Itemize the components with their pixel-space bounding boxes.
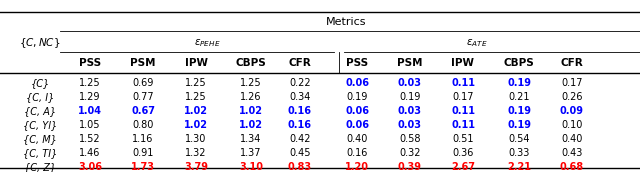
Text: 1.16: 1.16 — [132, 134, 154, 144]
Text: 0.68: 0.68 — [560, 162, 584, 172]
Text: 0.77: 0.77 — [132, 92, 154, 102]
Text: 0.19: 0.19 — [399, 92, 420, 102]
Text: 0.11: 0.11 — [451, 120, 475, 130]
Text: 0.16: 0.16 — [346, 148, 368, 158]
Text: 1.30: 1.30 — [186, 134, 207, 144]
Text: 1.20: 1.20 — [345, 162, 369, 172]
Text: 0.11: 0.11 — [451, 78, 475, 88]
Text: $\epsilon_{ATE}$: $\epsilon_{ATE}$ — [466, 37, 488, 49]
Text: 0.03: 0.03 — [398, 78, 422, 88]
Text: 2.21: 2.21 — [507, 162, 531, 172]
Text: 0.03: 0.03 — [398, 120, 422, 130]
Text: 1.34: 1.34 — [240, 134, 262, 144]
Text: 1.37: 1.37 — [240, 148, 262, 158]
Text: 0.17: 0.17 — [561, 78, 583, 88]
Text: 1.29: 1.29 — [79, 92, 100, 102]
Text: 1.73: 1.73 — [131, 162, 155, 172]
Text: 0.54: 0.54 — [508, 134, 530, 144]
Text: 0.22: 0.22 — [289, 78, 311, 88]
Text: {C, M}: {C, M} — [23, 134, 57, 144]
Text: 0.58: 0.58 — [399, 134, 420, 144]
Text: 0.83: 0.83 — [288, 162, 312, 172]
Text: 0.34: 0.34 — [289, 92, 310, 102]
Text: 0.51: 0.51 — [452, 134, 474, 144]
Text: 0.26: 0.26 — [561, 92, 583, 102]
Text: 1.02: 1.02 — [184, 106, 208, 116]
Text: 0.06: 0.06 — [345, 106, 369, 116]
Text: {C, TI}: {C, TI} — [23, 148, 57, 158]
Text: 3.06: 3.06 — [78, 162, 102, 172]
Text: 0.19: 0.19 — [507, 120, 531, 130]
Text: 0.19: 0.19 — [507, 78, 531, 88]
Text: Metrics: Metrics — [326, 17, 366, 27]
Text: {C, A}: {C, A} — [24, 106, 56, 116]
Text: 0.32: 0.32 — [399, 148, 420, 158]
Text: 0.80: 0.80 — [132, 120, 154, 130]
Text: 0.40: 0.40 — [561, 134, 582, 144]
Text: 0.33: 0.33 — [508, 148, 530, 158]
Text: 0.16: 0.16 — [288, 120, 312, 130]
Text: 1.02: 1.02 — [184, 120, 208, 130]
Text: 3.10: 3.10 — [239, 162, 263, 172]
Text: PSS: PSS — [346, 58, 368, 68]
Text: 1.25: 1.25 — [185, 78, 207, 88]
Text: 0.10: 0.10 — [561, 120, 582, 130]
Text: 1.26: 1.26 — [240, 92, 262, 102]
Text: 0.21: 0.21 — [508, 92, 530, 102]
Text: $\epsilon_{PEHE}$: $\epsilon_{PEHE}$ — [194, 37, 221, 49]
Text: {C, I}: {C, I} — [26, 92, 54, 102]
Text: CFR: CFR — [561, 58, 584, 68]
Text: 1.46: 1.46 — [79, 148, 100, 158]
Text: 3.79: 3.79 — [184, 162, 208, 172]
Text: 0.69: 0.69 — [132, 78, 154, 88]
Text: 0.19: 0.19 — [346, 92, 368, 102]
Text: 0.09: 0.09 — [560, 106, 584, 116]
Text: PSM: PSM — [397, 58, 423, 68]
Text: IPW: IPW — [451, 58, 474, 68]
Text: 1.52: 1.52 — [79, 134, 101, 144]
Text: CBPS: CBPS — [504, 58, 534, 68]
Text: 1.05: 1.05 — [79, 120, 100, 130]
Text: 0.03: 0.03 — [398, 106, 422, 116]
Text: {C, Z}: {C, Z} — [24, 162, 56, 172]
Text: IPW: IPW — [184, 58, 207, 68]
Text: 0.19: 0.19 — [507, 106, 531, 116]
Text: 1.25: 1.25 — [185, 92, 207, 102]
Text: 1.02: 1.02 — [239, 106, 263, 116]
Text: 0.06: 0.06 — [345, 120, 369, 130]
Text: 0.40: 0.40 — [346, 134, 368, 144]
Text: 0.06: 0.06 — [345, 78, 369, 88]
Text: 1.25: 1.25 — [79, 78, 101, 88]
Text: 2.67: 2.67 — [451, 162, 475, 172]
Text: 1.02: 1.02 — [239, 120, 263, 130]
Text: 0.36: 0.36 — [452, 148, 474, 158]
Text: 1.04: 1.04 — [78, 106, 102, 116]
Text: 0.39: 0.39 — [398, 162, 422, 172]
Text: PSS: PSS — [79, 58, 101, 68]
Text: {C}: {C} — [30, 78, 50, 88]
Text: 0.43: 0.43 — [561, 148, 582, 158]
Text: 0.42: 0.42 — [289, 134, 311, 144]
Text: $\{C,NC\}$: $\{C,NC\}$ — [19, 36, 61, 50]
Text: {C, Yl}: {C, Yl} — [23, 120, 57, 130]
Text: PSM: PSM — [131, 58, 156, 68]
Text: 1.25: 1.25 — [240, 78, 262, 88]
Text: 0.17: 0.17 — [452, 92, 474, 102]
Text: 0.91: 0.91 — [132, 148, 154, 158]
Text: 0.16: 0.16 — [288, 106, 312, 116]
Text: 0.45: 0.45 — [289, 148, 311, 158]
Text: 0.11: 0.11 — [451, 106, 475, 116]
Text: CBPS: CBPS — [236, 58, 266, 68]
Text: 1.32: 1.32 — [185, 148, 207, 158]
Text: 0.67: 0.67 — [131, 106, 155, 116]
Text: CFR: CFR — [289, 58, 312, 68]
